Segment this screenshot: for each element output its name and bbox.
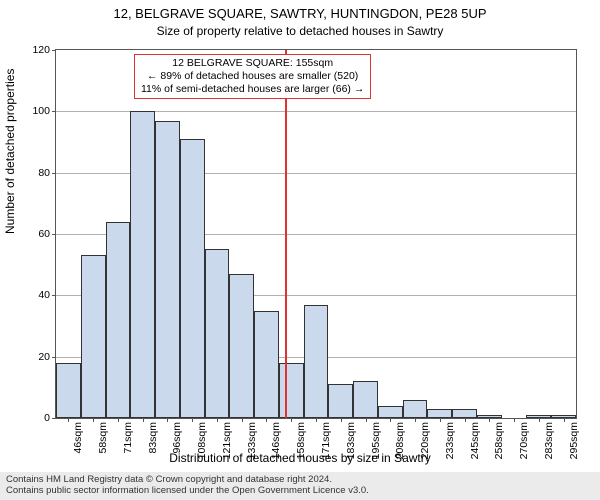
bar	[180, 139, 205, 418]
chart-subtitle: Size of property relative to detached ho…	[0, 24, 600, 38]
bar	[427, 409, 452, 418]
x-tick-label: 46sqm	[72, 422, 84, 454]
bar	[130, 111, 155, 418]
page-title: 12, BELGRAVE SQUARE, SAWTRY, HUNTINGDON,…	[0, 6, 600, 21]
bar	[328, 384, 353, 418]
annotation-line1: 12 BELGRAVE SQUARE: 155sqm	[141, 57, 364, 70]
marker-line	[285, 50, 287, 418]
bar	[155, 121, 180, 418]
bar	[106, 222, 131, 418]
x-axis-label: Distribution of detached houses by size …	[0, 451, 600, 465]
x-tick-label: 71sqm	[122, 422, 134, 454]
x-tick-label: 96sqm	[171, 422, 183, 454]
x-tick-label: 83sqm	[147, 422, 159, 454]
annotation-line2: ← 89% of detached houses are smaller (52…	[141, 70, 364, 83]
footer: Contains HM Land Registry data © Crown c…	[0, 472, 600, 500]
plot-area: 46sqm58sqm71sqm83sqm96sqm108sqm121sqm133…	[55, 49, 577, 419]
bar	[205, 249, 230, 418]
chart-container: 12, BELGRAVE SQUARE, SAWTRY, HUNTINGDON,…	[0, 0, 600, 500]
bar	[378, 406, 403, 418]
bar	[279, 363, 304, 418]
bar	[254, 311, 279, 418]
bar	[229, 274, 254, 418]
bar	[56, 363, 81, 418]
bar	[81, 255, 106, 418]
bar	[452, 409, 477, 418]
bars-group	[56, 50, 576, 418]
footer-line2: Contains public sector information licen…	[6, 486, 594, 497]
bar	[403, 400, 428, 418]
y-axis-label: Number of detached properties	[3, 69, 17, 234]
bar	[353, 381, 378, 418]
annotation-line3: 11% of semi-detached houses are larger (…	[141, 83, 364, 96]
annotation-box: 12 BELGRAVE SQUARE: 155sqm ← 89% of deta…	[134, 54, 371, 99]
x-tick-label: 58sqm	[97, 422, 109, 454]
bar	[304, 305, 329, 418]
